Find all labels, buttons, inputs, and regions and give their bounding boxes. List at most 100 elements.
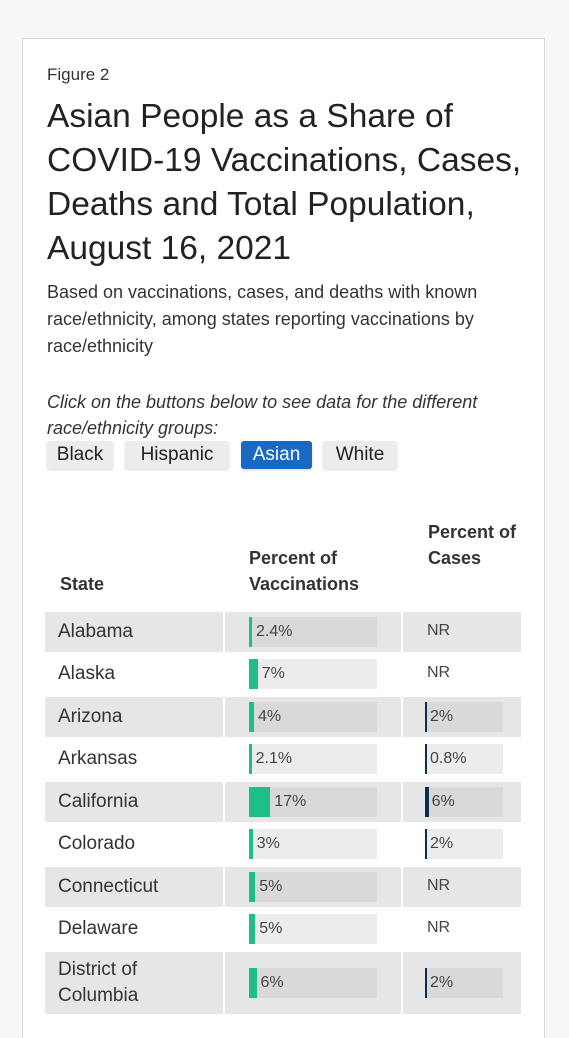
cases-cell: 2% (403, 697, 521, 737)
cases-track: 0.8% (425, 744, 503, 774)
state-cell: Alabama (45, 612, 223, 652)
black-button[interactable]: Black (47, 441, 113, 469)
cases-cell: 0.8% (403, 739, 521, 779)
state-cell: California (45, 782, 223, 822)
chart-subtitle: Based on vaccinations, cases, and deaths… (47, 282, 478, 356)
instructions-text: Click on the buttons below to see data f… (47, 392, 478, 438)
cases-value: NR (427, 877, 451, 894)
header-cases: Percent of Cases (428, 522, 517, 568)
cases-track: 2% (425, 702, 503, 732)
vaccinations-cell: 5% (225, 867, 401, 907)
cases-cell: NR (403, 867, 521, 907)
cases-track: 2% (425, 968, 503, 998)
figure-card: Figure 2 Asian People as a Share of COVI… (22, 38, 545, 1038)
vaccinations-value: 2.4% (256, 623, 293, 640)
vaccinations-bar (249, 872, 256, 902)
cases-bar (425, 787, 429, 817)
table-row: Arkansas 2.1% 0.8% (45, 739, 521, 779)
table-row: Alaska 7% NR (45, 654, 521, 694)
vaccinations-value: 2.1% (255, 750, 293, 767)
vaccinations-bar (249, 617, 252, 647)
vaccinations-bar (249, 968, 257, 998)
state-name: Connecticut (58, 876, 159, 897)
vaccinations-value: 17% (274, 793, 307, 810)
vaccinations-track: 4% (249, 702, 377, 732)
vaccinations-track: 2.4% (249, 617, 377, 647)
state-name: Arkansas (58, 748, 138, 769)
table-row: Alabama 2.4% NR (45, 612, 521, 652)
hispanic-button[interactable]: Hispanic (125, 441, 229, 469)
state-cell: Colorado (45, 824, 223, 864)
state-cell: Arkansas (45, 739, 223, 779)
vaccinations-track: 5% (249, 872, 377, 902)
vaccinations-cell: 2.4% (225, 612, 401, 652)
cases-value: NR (427, 622, 451, 639)
vaccinations-track: 7% (249, 659, 377, 689)
vaccinations-bar (249, 829, 253, 859)
cases-cell: NR (403, 909, 521, 949)
vaccinations-value: 7% (261, 665, 285, 682)
vaccinations-cell: 3% (225, 824, 401, 864)
cases-cell: 6% (403, 782, 521, 822)
vaccinations-bar (249, 787, 271, 817)
vaccinations-track: 17% (249, 787, 377, 817)
vaccinations-value: 6% (260, 974, 284, 991)
cases-bar (425, 829, 427, 859)
state-cell: Connecticut (45, 867, 223, 907)
vaccinations-track: 6% (249, 968, 377, 998)
chart-title: Asian People as a Share of COVID-19 Vacc… (47, 98, 522, 267)
cases-bar (425, 968, 427, 998)
cases-cell: NR (403, 654, 521, 694)
vaccinations-cell: 5% (225, 909, 401, 949)
header-state: State (60, 574, 105, 594)
table-row: Colorado 3% 2% (45, 824, 521, 864)
state-name: District of Columbia (58, 959, 139, 1006)
state-name: Delaware (58, 918, 139, 939)
header-vaccinations: Percent of Vaccinations (249, 548, 360, 594)
state-name: Alaska (58, 663, 116, 684)
cases-bar (425, 744, 427, 774)
vaccinations-track: 2.1% (249, 744, 377, 774)
state-cell: Delaware (45, 909, 223, 949)
cases-value: 6% (431, 793, 455, 810)
state-name: Arizona (58, 706, 123, 727)
cases-value: 0.8% (430, 750, 467, 767)
state-cell: Alaska (45, 654, 223, 694)
cases-cell: NR (403, 612, 521, 652)
cases-value: NR (427, 664, 451, 681)
cases-track: 2% (425, 829, 503, 859)
cases-value: 2% (430, 974, 454, 991)
cases-track: 6% (425, 787, 503, 817)
state-cell: District of Columbia (45, 952, 223, 1014)
table-row: District of Columbia 6% 2% (45, 952, 521, 1014)
cases-value: NR (427, 919, 451, 936)
state-name: Alabama (58, 621, 133, 642)
cases-cell: 2% (403, 952, 521, 1014)
cases-value: 2% (430, 708, 454, 725)
asian-button[interactable]: Asian (241, 441, 312, 469)
vaccinations-value: 5% (259, 878, 283, 895)
white-button[interactable]: White (323, 441, 397, 469)
vaccinations-cell: 7% (225, 654, 401, 694)
cases-cell: 2% (403, 824, 521, 864)
vaccinations-value: 5% (259, 920, 283, 937)
cases-value: 2% (430, 835, 454, 852)
table-row: Connecticut 5% NR (45, 867, 521, 907)
state-name: Colorado (58, 833, 136, 854)
figure-label: Figure 2 (47, 65, 110, 84)
table-row: Delaware 5% NR (45, 909, 521, 949)
vaccinations-track: 3% (249, 829, 377, 859)
table-row: California 17% 6% (45, 782, 521, 822)
vaccinations-cell: 17% (225, 782, 401, 822)
cases-bar (425, 702, 427, 732)
state-name: California (58, 791, 139, 812)
vaccinations-track: 5% (249, 914, 377, 944)
vaccinations-bar (249, 659, 258, 689)
state-cell: Arizona (45, 697, 223, 737)
table-row: Arizona 4% 2% (45, 697, 521, 737)
vaccinations-cell: 4% (225, 697, 401, 737)
vaccinations-bar (249, 702, 254, 732)
vaccinations-bar (249, 914, 256, 944)
vaccinations-cell: 2.1% (225, 739, 401, 779)
vaccinations-value: 4% (258, 708, 282, 725)
